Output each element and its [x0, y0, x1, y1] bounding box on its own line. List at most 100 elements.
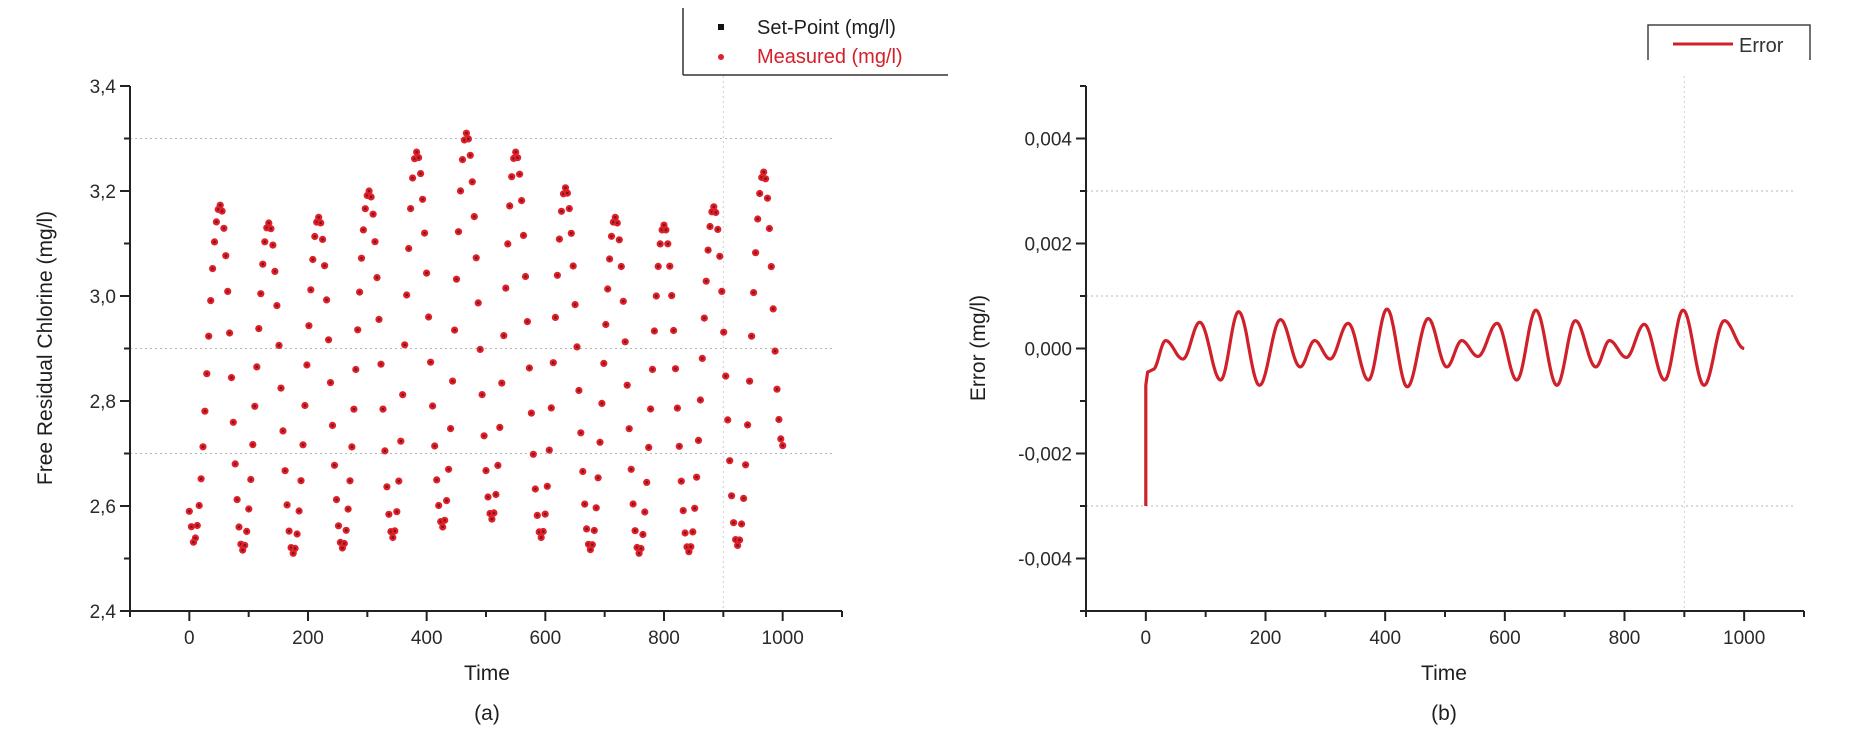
- chart-a-series-measured: [185, 129, 787, 557]
- set-point-marker: [243, 544, 246, 547]
- set-point-marker: [570, 232, 573, 235]
- set-point-marker: [313, 235, 316, 238]
- set-point-marker: [441, 525, 444, 529]
- set-point-marker: [546, 485, 549, 488]
- set-point-marker: [540, 536, 543, 539]
- set-point-marker: [224, 254, 227, 257]
- set-point-marker: [387, 513, 391, 516]
- set-point-marker: [348, 479, 352, 482]
- chart-b-series-error: [1144, 307, 1746, 506]
- set-point-marker: [366, 194, 369, 197]
- set-point-marker: [554, 316, 557, 319]
- set-point-marker: [453, 328, 456, 332]
- set-point-marker: [781, 444, 784, 447]
- chart-a: 2,4 2,6 2,8 3,0 3,2 3,4 0 200 400 600 800 1000 Free…: [34, 8, 948, 725]
- set-point-marker: [564, 186, 567, 189]
- set-point-marker: [220, 209, 224, 213]
- set-point-marker: [680, 480, 683, 483]
- set-point-marker: [281, 429, 285, 433]
- set-point-marker: [579, 431, 582, 434]
- set-point-marker: [275, 304, 279, 307]
- set-point-marker: [616, 221, 619, 225]
- set-point-marker: [379, 363, 383, 366]
- set-point-marker: [421, 198, 424, 201]
- set-point-marker: [608, 257, 611, 261]
- set-point-marker: [335, 498, 338, 501]
- set-point-marker: [417, 156, 420, 159]
- set-point-marker: [219, 204, 222, 207]
- y-tick-label: 2,6: [90, 497, 116, 518]
- set-point-marker: [740, 522, 743, 526]
- x-tick-label: 1000: [1723, 628, 1765, 649]
- set-point-marker: [624, 340, 627, 343]
- set-point-marker: [226, 290, 229, 293]
- set-point-marker: [701, 357, 704, 360]
- set-point-marker: [461, 158, 464, 161]
- set-point-marker: [395, 510, 398, 513]
- set-point-marker: [305, 363, 309, 367]
- set-point-marker: [205, 372, 208, 375]
- x-tick-label: 400: [1369, 628, 1401, 649]
- set-point-marker: [542, 530, 545, 533]
- x-tick-label: 800: [648, 628, 680, 649]
- set-point-marker: [670, 294, 673, 297]
- set-point-marker: [520, 199, 523, 202]
- set-point-marker: [211, 267, 214, 270]
- chart-b-axes: -0,004 -0,002 0,000 0,002 0,004 0 200 400 600 800…: [1018, 85, 1805, 649]
- legend-set-point-label: Set-Point (mg/l): [757, 17, 896, 39]
- x-tick-label: 600: [1489, 628, 1521, 649]
- set-point-marker: [354, 368, 357, 371]
- set-point-marker: [631, 502, 635, 506]
- set-point-marker: [591, 543, 594, 546]
- set-point-marker: [480, 393, 484, 396]
- set-point-marker: [649, 407, 652, 411]
- set-point-marker: [486, 495, 490, 499]
- set-point-marker: [746, 423, 749, 427]
- set-point-marker: [267, 221, 270, 225]
- set-point-marker: [413, 157, 416, 160]
- set-point-marker: [510, 175, 513, 178]
- set-point-marker: [772, 307, 775, 311]
- set-point-marker: [245, 530, 248, 533]
- set-point-marker: [699, 398, 702, 402]
- set-point-marker: [530, 411, 533, 415]
- set-point-marker: [329, 381, 332, 384]
- set-point-marker: [758, 192, 761, 195]
- set-point-marker: [431, 404, 434, 408]
- set-point-marker: [724, 374, 727, 378]
- set-point-marker: [247, 507, 250, 511]
- x-tick-label: 600: [529, 628, 561, 649]
- set-point-marker: [257, 327, 260, 330]
- chart-a-panel-label: (a): [474, 702, 500, 725]
- set-point-marker: [562, 192, 565, 195]
- y-tick-label: -0,002: [1018, 445, 1072, 466]
- chart-a-gridlines: [130, 76, 834, 611]
- set-point-marker: [234, 462, 237, 466]
- set-point-marker: [339, 541, 342, 544]
- set-point-marker: [201, 445, 205, 448]
- set-point-marker: [544, 512, 547, 516]
- set-point-marker: [377, 318, 381, 321]
- set-point-marker: [459, 189, 462, 193]
- set-point-marker: [341, 546, 344, 550]
- set-point-marker: [548, 448, 551, 452]
- set-point-marker: [730, 494, 733, 497]
- set-point-marker: [754, 251, 757, 254]
- set-point-marker: [271, 243, 275, 247]
- set-point-marker: [738, 538, 741, 542]
- set-point-marker: [369, 195, 373, 199]
- set-point-marker: [691, 530, 694, 534]
- set-point-marker: [259, 292, 262, 295]
- set-point-marker: [622, 300, 625, 303]
- set-point-marker: [651, 368, 654, 371]
- set-point-marker: [325, 298, 328, 302]
- set-point-marker: [573, 303, 577, 306]
- set-point-marker: [399, 440, 402, 443]
- set-point-marker: [683, 531, 687, 535]
- set-point-marker: [697, 439, 700, 442]
- set-point-marker: [610, 235, 613, 238]
- set-point-marker: [664, 228, 668, 232]
- set-point-marker: [581, 470, 584, 473]
- set-point-marker: [261, 263, 264, 266]
- set-point-marker: [321, 238, 324, 241]
